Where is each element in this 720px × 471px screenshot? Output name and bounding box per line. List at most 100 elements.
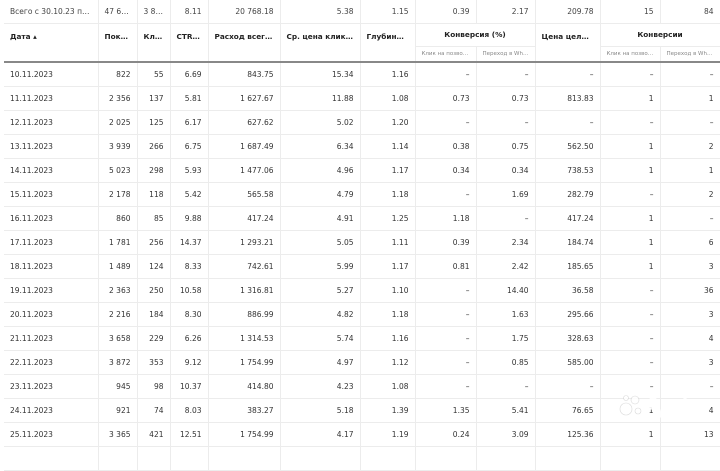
table-cell: 16.11.2023 bbox=[4, 206, 99, 231]
table-cell: 5.74 bbox=[280, 326, 361, 351]
table-cell: 1.63 bbox=[476, 302, 536, 327]
table-cell: 3 bbox=[660, 302, 720, 327]
table-cell: 5.02 bbox=[280, 110, 361, 135]
table-row: 19.11.2023 2 363 250 10.58 1 316.81 5.27 1.10–… bbox=[4, 278, 720, 303]
subheader-whatsapp[interactable]: Переход в What... bbox=[660, 46, 720, 63]
table-cell: 738.53 bbox=[535, 158, 601, 183]
table-cell: – bbox=[415, 278, 477, 303]
total-cell: 15 bbox=[600, 0, 661, 24]
header-ctr[interactable]: CTR (%) bbox=[170, 23, 209, 63]
header-cpc[interactable]: Ср. цена клика, руб. bbox=[280, 23, 361, 63]
table-cell: 10.37 bbox=[170, 374, 209, 399]
total-cell: 84 bbox=[660, 0, 720, 24]
header-date[interactable]: Дата ▴ bbox=[4, 23, 99, 63]
table-row: 21.11.2023 3 658 229 6.26 1 314.53 5.74 1.16–1… bbox=[4, 326, 720, 351]
table-cell: 3 bbox=[660, 254, 720, 279]
table-cell: – bbox=[535, 110, 601, 135]
table-row: 13.11.2023 3 939 266 6.75 1 687.49 6.34 1.14 0.… bbox=[4, 134, 720, 159]
table-cell: – bbox=[600, 350, 661, 375]
table-cell: 6.69 bbox=[170, 62, 209, 87]
table-cell: 0.34 bbox=[476, 158, 536, 183]
table-cell: 2 216 bbox=[98, 302, 138, 327]
table-cell: 185.65 bbox=[535, 254, 601, 279]
table-cell: 1.75 bbox=[476, 326, 536, 351]
table-cell: 1.17 bbox=[360, 158, 416, 183]
total-cell: 0.39 bbox=[415, 0, 477, 24]
table-cell: 1.10 bbox=[360, 278, 416, 303]
header-clicks[interactable]: Клики bbox=[137, 23, 171, 63]
table-cell: 0.34 bbox=[415, 158, 477, 183]
table-cell: 24.11.2023 bbox=[4, 398, 99, 423]
table-cell: 5.05 bbox=[280, 230, 361, 255]
table-cell: 2 363 bbox=[98, 278, 138, 303]
table-cell: 0.39 bbox=[415, 230, 477, 255]
table-cell: 1 627.67 bbox=[208, 86, 281, 111]
table-cell: 18.11.2023 bbox=[4, 254, 99, 279]
table-cell: 4.82 bbox=[280, 302, 361, 327]
table-cell: 2 025 bbox=[98, 110, 138, 135]
table-cell: 0.73 bbox=[415, 86, 477, 111]
table-cell: 4.17 bbox=[280, 422, 361, 447]
table-cell: 945 bbox=[98, 374, 138, 399]
table-cell: – bbox=[535, 62, 601, 87]
table-cell bbox=[208, 446, 281, 471]
header-depth[interactable]: Глубина (стр.) bbox=[360, 23, 416, 63]
header-goal-price[interactable]: Цена цели, руб. bbox=[535, 23, 601, 63]
total-cell: 209.78 bbox=[535, 0, 601, 24]
table-cell: 298 bbox=[137, 158, 171, 183]
table-cell: 76.65 bbox=[535, 398, 601, 423]
table-cell: 627.62 bbox=[208, 110, 281, 135]
table-cell: 125 bbox=[137, 110, 171, 135]
table-cell: 10.11.2023 bbox=[4, 62, 99, 87]
table-cell: 118 bbox=[137, 182, 171, 207]
table-cell: 22.11.2023 bbox=[4, 350, 99, 375]
table-cell bbox=[98, 446, 138, 471]
table-cell: 5.27 bbox=[280, 278, 361, 303]
table-cell bbox=[660, 446, 720, 471]
table-cell: 14.40 bbox=[476, 278, 536, 303]
table-cell: 5 023 bbox=[98, 158, 138, 183]
table-cell: 282.79 bbox=[535, 182, 601, 207]
subheader-call-pct[interactable]: Клик на позвон... bbox=[415, 46, 477, 63]
table-row: 16.11.2023 860 85 9.88 417.24 4.91 1.25 1.18–41… bbox=[4, 206, 720, 231]
table-cell: 11.88 bbox=[280, 86, 361, 111]
table-cell: 843.75 bbox=[208, 62, 281, 87]
table-cell: 4.91 bbox=[280, 206, 361, 231]
table-cell: 1 316.81 bbox=[208, 278, 281, 303]
table-cell: 3 939 bbox=[98, 134, 138, 159]
header-conversions[interactable]: Конверсии bbox=[600, 23, 720, 47]
header-shows[interactable]: Показы bbox=[98, 23, 138, 63]
table-cell: 266 bbox=[137, 134, 171, 159]
table-cell: 1 477.06 bbox=[208, 158, 281, 183]
table-cell: 12.11.2023 bbox=[4, 110, 99, 135]
table-cell: 85 bbox=[137, 206, 171, 231]
table-cell: 1.39 bbox=[360, 398, 416, 423]
table-cell: 742.61 bbox=[208, 254, 281, 279]
table-row: 23.11.2023 945 98 10.37 414.80 4.23 1.08– – – – – bbox=[4, 374, 720, 399]
total-cell: 8.11 bbox=[170, 0, 209, 24]
table-row: 24.11.2023 921 74 8.03 383.27 5.18 1.39 1.35 5.4… bbox=[4, 398, 720, 423]
header-conversion-pct[interactable]: Конверсия (%) bbox=[415, 23, 536, 47]
subheader-call[interactable]: Клик на позвон... bbox=[600, 46, 661, 63]
table-cell: – bbox=[600, 326, 661, 351]
table-cell: 23.11.2023 bbox=[4, 374, 99, 399]
table-cell: 1 bbox=[600, 134, 661, 159]
header-spend[interactable]: Расход всего, руб. bbox=[208, 23, 281, 63]
table-cell: 8.03 bbox=[170, 398, 209, 423]
table-cell: 25.11.2023 bbox=[4, 422, 99, 447]
table-cell: 822 bbox=[98, 62, 138, 87]
table-cell: 13 bbox=[660, 422, 720, 447]
table-cell bbox=[170, 446, 209, 471]
subheader-whatsapp-pct[interactable]: Переход в What... bbox=[476, 46, 536, 63]
table-cell: 4 bbox=[660, 398, 720, 423]
table-cell: 9.12 bbox=[170, 350, 209, 375]
table-cell: 250 bbox=[137, 278, 171, 303]
table-cell: 813.83 bbox=[535, 86, 601, 111]
table-cell: 1 754.99 bbox=[208, 422, 281, 447]
table-cell bbox=[4, 446, 99, 471]
table-cell: 5.81 bbox=[170, 86, 209, 111]
table-cell bbox=[280, 446, 361, 471]
table-cell: 860 bbox=[98, 206, 138, 231]
table-cell: – bbox=[415, 110, 477, 135]
table-row bbox=[4, 446, 720, 471]
